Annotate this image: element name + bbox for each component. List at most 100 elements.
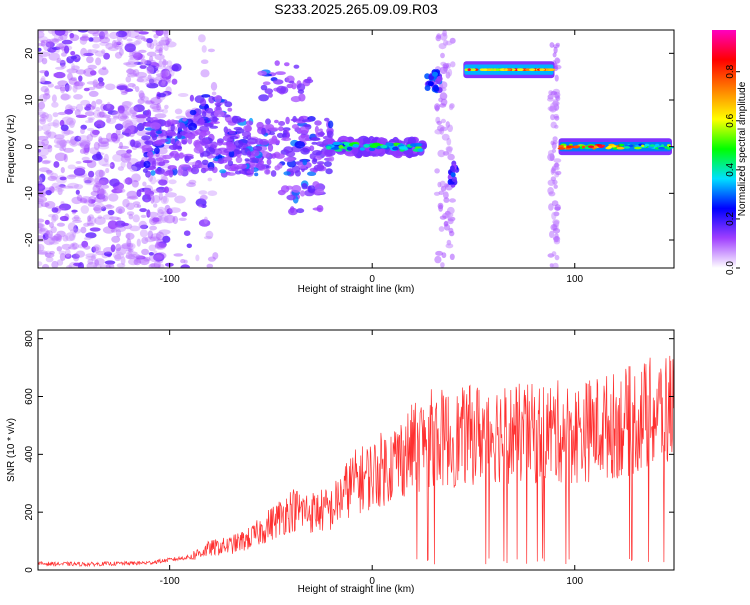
spectrogram-blob xyxy=(163,171,170,176)
spectrogram-blob xyxy=(98,157,109,167)
spectrogram-blob xyxy=(200,194,208,201)
spectrogram-blob xyxy=(184,155,190,164)
spectrogram-blob xyxy=(73,215,80,220)
spectrogram-blob xyxy=(143,160,151,169)
spectrogram-blob xyxy=(168,179,177,185)
spectrogram-blob xyxy=(164,65,173,74)
spectrogram-blob xyxy=(71,63,75,72)
spectrogram-blob xyxy=(38,141,45,148)
spectrogram-blob xyxy=(440,262,445,268)
spectrogram-blob xyxy=(136,204,142,208)
spectrogram-blob xyxy=(67,72,73,81)
spectrogram-blob xyxy=(138,31,149,35)
spectrogram-blob xyxy=(54,152,67,162)
spectrogram-blob xyxy=(224,101,233,108)
spectrogram-blob xyxy=(92,32,100,37)
spectrogram-blob xyxy=(123,178,129,184)
spectrogram-blob xyxy=(65,84,72,92)
spectrogram-blob xyxy=(163,43,169,52)
spectrogram-blob xyxy=(154,53,165,61)
x-tick-label: 100 xyxy=(566,274,583,285)
spectrogram-blob xyxy=(71,253,80,259)
spectrogram-blob xyxy=(60,93,70,101)
spectrogram-blob xyxy=(417,148,424,152)
spectrogram-blob xyxy=(135,258,148,264)
spectrogram-blob xyxy=(103,52,110,60)
spectrogram-blob xyxy=(67,222,77,232)
spectrogram-blob xyxy=(41,124,52,132)
spectrogram-blob xyxy=(64,253,72,259)
spectrogram-blob xyxy=(436,120,442,125)
spectrogram-blob xyxy=(120,244,132,250)
spectrogram-blob xyxy=(38,203,44,208)
spectrogram-blob xyxy=(153,252,165,262)
spectrogram-blob xyxy=(126,196,139,200)
spectrogram-blob xyxy=(134,30,143,33)
spectrogram-blob xyxy=(87,215,92,222)
spectrogram-blob xyxy=(41,139,49,146)
spectrogram-blob xyxy=(138,220,147,230)
spectrogram-blob xyxy=(308,185,316,194)
spectrogram-blob xyxy=(552,136,558,142)
spectrogram-blob xyxy=(80,99,90,106)
spectrogram-blob xyxy=(144,59,156,65)
spectrogram-blob xyxy=(369,144,378,148)
spectrogram-blob xyxy=(233,126,243,131)
spectrogram-blob xyxy=(177,169,184,176)
spectrogram-blob xyxy=(549,42,555,48)
spectrogram-blob xyxy=(212,252,219,260)
spectrogram-ylabel: Frequency (Hz) xyxy=(6,115,17,184)
spectrogram-blob xyxy=(73,80,84,90)
spectrogram-blob xyxy=(276,85,287,94)
spectrogram-blob xyxy=(92,129,100,135)
spectrogram-blob xyxy=(245,120,254,126)
spectrogram-blob xyxy=(250,150,260,157)
spectrogram-blob xyxy=(75,103,84,112)
spectrogram-blob xyxy=(449,230,455,237)
spectrogram-blob xyxy=(140,214,147,218)
spectrogram-blob xyxy=(81,156,90,162)
spectrogram-blob xyxy=(47,131,57,139)
spectrogram-blob xyxy=(66,117,76,126)
spectrogram-blob xyxy=(84,106,91,111)
spectrogram-blob xyxy=(68,77,78,85)
spectrogram-blob xyxy=(52,112,59,118)
spectrogram-blob xyxy=(120,91,128,96)
spectrogram-blob xyxy=(199,163,211,169)
spectrogram-blob xyxy=(81,35,88,39)
spectrogram-blob xyxy=(98,188,107,195)
spectrogram-blob xyxy=(93,263,102,268)
spectrogram-blob xyxy=(156,241,161,249)
spectrogram-blob xyxy=(446,213,454,217)
spectrogram-blob xyxy=(291,82,297,90)
spectrogram-blob xyxy=(158,241,167,248)
spectrogram-blob xyxy=(71,209,78,213)
spectrogram-blob xyxy=(98,137,110,145)
spectrogram-blob xyxy=(274,60,280,66)
spectrogram-blob xyxy=(63,147,74,153)
spectrogram-blob xyxy=(517,68,524,71)
spectrogram-blob xyxy=(49,250,55,255)
spectrogram-blob xyxy=(38,149,42,153)
spectrogram-blob xyxy=(56,57,62,63)
spectrogram-blob xyxy=(152,109,164,113)
spectrogram-blob xyxy=(449,198,456,203)
spectrogram-blob xyxy=(147,74,152,80)
spectrogram-blob xyxy=(127,72,138,78)
spectrogram-blob xyxy=(141,237,149,244)
spectrogram-blob xyxy=(258,94,269,102)
spectrogram-blob xyxy=(38,218,45,223)
spectrogram-blob xyxy=(91,100,97,110)
spectrogram-blob xyxy=(550,176,557,182)
spectrogram-blob xyxy=(433,85,440,92)
spectrogram-blob xyxy=(548,191,556,197)
spectrogram-blob xyxy=(40,40,46,47)
spectrogram-blob xyxy=(38,30,45,39)
spectrogram-blob xyxy=(77,143,85,147)
spectrogram-blob xyxy=(51,101,59,108)
spectrogram-blob xyxy=(106,117,117,125)
spectrogram-blob xyxy=(132,84,137,89)
spectrogram-blob xyxy=(52,119,60,128)
spectrogram-blob xyxy=(154,147,160,155)
spectrogram-blob xyxy=(161,77,167,84)
